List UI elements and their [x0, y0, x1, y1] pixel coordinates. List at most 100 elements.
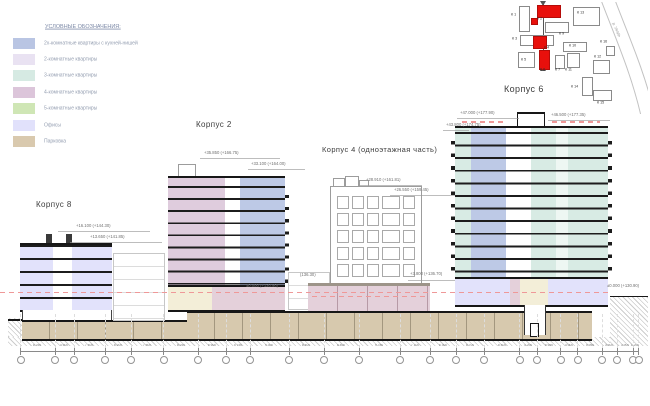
axis-bubble	[159, 356, 168, 364]
axis-gridline	[358, 314, 360, 348]
korpus6-zero-mark: ±0.000 (+130.90)	[607, 284, 640, 289]
axis-bubble	[426, 356, 435, 364]
legend: УСЛОВНЫЕ ОБОЗНАЧЕНИЯ: 2х-комнатные кварт…	[13, 24, 203, 150]
axis-bubble	[355, 356, 364, 364]
korpus4-window	[337, 196, 349, 209]
axis-gridline	[455, 314, 457, 348]
dimension-tick	[54, 348, 56, 355]
korpus4-window	[367, 213, 379, 226]
korpus6-mark3: +43.800 (+174.75)	[446, 123, 481, 128]
dimension-value: 6 600	[207, 344, 216, 348]
korpus8-title: Корпус 8	[36, 200, 72, 209]
dimension-value: 6 700	[465, 344, 475, 348]
korpus6-floor-slabs	[455, 132, 608, 277]
dimension-value: 8 250	[33, 344, 42, 348]
site-building-label: К 3	[512, 37, 518, 41]
site-building	[518, 52, 535, 68]
korpus2-floor-slabs	[168, 186, 285, 285]
korpus8-floor-slabs	[20, 245, 112, 305]
korpus4-window	[367, 247, 379, 260]
axis-bubble	[194, 356, 203, 364]
korpus8-chimney	[46, 234, 52, 243]
axis-gridline	[323, 314, 325, 348]
dimension-tick	[197, 348, 199, 355]
site-building-label: К 16	[600, 40, 608, 44]
legend-swatch	[13, 119, 35, 131]
axis-bubble	[556, 356, 565, 364]
korpus2-ground-floor	[168, 285, 285, 312]
axis-gridline	[163, 314, 165, 348]
axis-bubble	[634, 356, 643, 364]
dimension-value: 5 750	[233, 344, 242, 348]
dimension-value: 4 000	[564, 344, 573, 348]
axis-bubble	[320, 356, 329, 364]
earth-hatch-bottom	[8, 337, 648, 346]
axis-bubble	[285, 356, 294, 364]
dimension-tick	[483, 348, 485, 355]
dimension-tick	[638, 348, 639, 355]
dimension-tick	[429, 348, 431, 355]
legend-item: Парковка	[13, 133, 203, 149]
legend-swatch	[13, 70, 35, 82]
site-building	[593, 60, 610, 74]
korpus6-mark2-leader	[548, 120, 610, 121]
korpus4-low-mark-right: +3.800 (+136.70)	[410, 272, 443, 277]
axis-bubble	[613, 356, 622, 364]
legend-title: УСЛОВНЫЕ ОБОЗНАЧЕНИЯ:	[45, 24, 121, 30]
axis-bubble	[16, 356, 25, 364]
korpus4-window	[382, 213, 400, 226]
site-building-label: К 15	[597, 101, 605, 105]
korpus6-title: Корпус 6	[504, 84, 544, 94]
site-building-label: К 7	[555, 68, 561, 72]
dimension-tick	[399, 348, 401, 355]
korpus4-window	[352, 213, 364, 226]
dimension-value: 5 950	[585, 344, 594, 348]
korpus4-window	[352, 264, 364, 277]
site-building	[545, 22, 569, 33]
dimension-value: 1 200	[631, 344, 640, 348]
axis-gridline	[577, 314, 579, 348]
legend-item: Офисы	[13, 117, 203, 133]
legend-label: Парковка	[44, 139, 67, 145]
site-building-highlighted	[531, 18, 538, 25]
axis-bubble	[222, 356, 231, 364]
legend-label: Офисы	[44, 122, 62, 128]
korpus4-window	[403, 196, 415, 209]
axis-gridline	[560, 314, 562, 348]
korpus2-zero-mark: ±0.000 (+130.90)	[246, 284, 279, 289]
legend-item: 4-комнатные квартиры	[13, 84, 203, 100]
korpus4-one-storey-red-dash	[312, 296, 426, 297]
site-building-label: К 6	[540, 68, 546, 72]
korpus2-title: Корпус 2	[196, 120, 232, 129]
axis-bubble	[573, 356, 582, 364]
legend-item: 2х-комнатные квартиры с кухней-нишей	[13, 35, 203, 51]
korpus4-low-mark-left: (136.30)	[300, 273, 316, 278]
dimension-tick	[519, 348, 521, 355]
dimension-tick	[455, 348, 457, 355]
axis-gridline	[632, 314, 634, 348]
korpus4-window	[352, 196, 364, 209]
axis-gridline	[429, 314, 431, 348]
korpus6-basement-shaft	[524, 305, 546, 335]
dimension-tick	[73, 348, 75, 355]
dimension-tick	[163, 348, 165, 355]
dimension-value: 5 650	[544, 344, 553, 348]
site-building-label: К 1	[511, 13, 517, 17]
korpus4-window	[352, 230, 364, 243]
korpus2-mark1: +35.850 (+166.75)	[204, 151, 239, 156]
korpus4-window	[367, 264, 379, 277]
axis-bubble	[452, 356, 461, 364]
axis-bubble	[127, 356, 136, 364]
korpus8-mark1: +16.100 (+144.30)	[76, 224, 111, 229]
site-building	[567, 53, 580, 68]
korpus6-mark3-leader	[443, 130, 469, 131]
site-building	[593, 90, 612, 101]
korpus4-window-grid	[335, 194, 415, 280]
korpus4-window	[337, 264, 349, 277]
legend-swatch	[13, 54, 35, 66]
earth-hatch-right	[610, 296, 648, 346]
axis-gridline	[638, 314, 639, 348]
dimension-value: 3 900	[620, 344, 629, 348]
dimension-tick	[323, 348, 325, 355]
